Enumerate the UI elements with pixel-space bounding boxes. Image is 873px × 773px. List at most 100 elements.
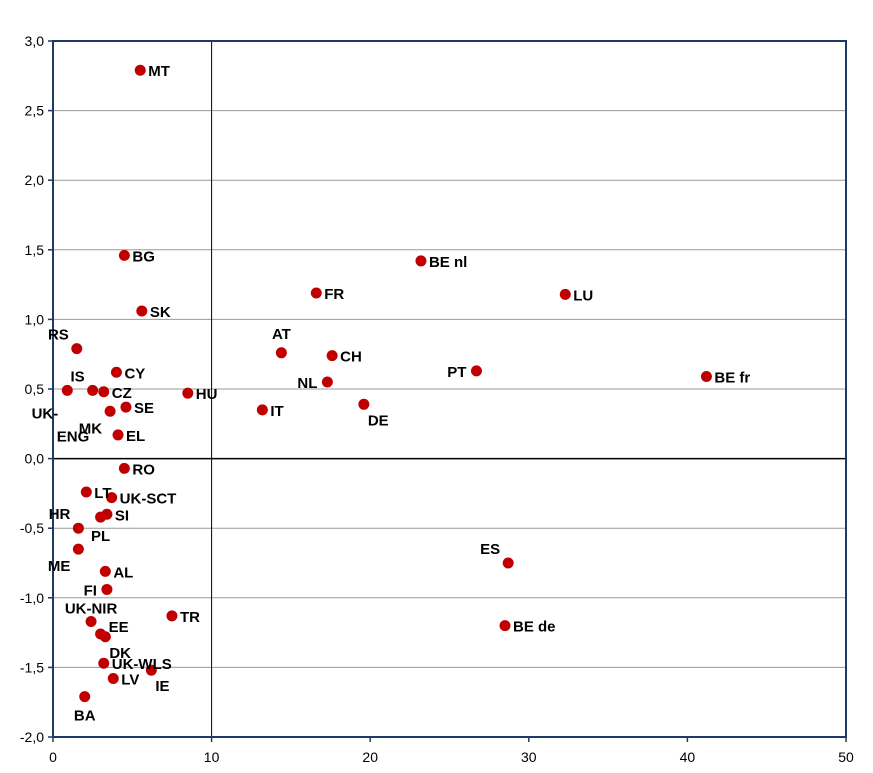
data-point (112, 429, 124, 441)
x-axis-ticks: 0 10 20 30 40 50 (49, 737, 854, 765)
point-label: SE (134, 400, 154, 417)
y-axis-ticks: -2,0 -1,5 -1,0 -0,5 0,0 0,5 1,0 1,5 2,0 2,5 3,0 (20, 33, 53, 745)
y-tick-label: -1,0 (20, 590, 44, 606)
point-label: BE fr (714, 369, 750, 386)
point-label: UK-WLS (112, 656, 172, 673)
data-point (358, 398, 370, 410)
y-tick-label: 3,0 (25, 33, 45, 49)
y-tick-label: 0,5 (25, 381, 45, 397)
data-point (502, 557, 514, 569)
data-point (61, 384, 73, 396)
x-tick-label: 10 (204, 749, 220, 765)
data-point (182, 387, 194, 399)
point-label: DK (109, 645, 131, 662)
data-point (106, 492, 118, 504)
point-label: LT (94, 485, 111, 502)
point-label: BE nl (429, 254, 467, 271)
x-tick-label: 30 (521, 749, 537, 765)
point-label: IS (70, 368, 84, 385)
data-point (145, 664, 157, 676)
data-point (415, 255, 427, 267)
data-point (72, 522, 84, 534)
data-point (79, 691, 91, 703)
point-label: BA (74, 708, 96, 725)
data-point (101, 583, 113, 595)
data-point (134, 64, 146, 76)
data-point (118, 462, 130, 474)
point-label: PL (91, 528, 110, 545)
data-point (85, 615, 97, 627)
point-label: TR (180, 609, 200, 626)
point-label: ME (48, 558, 71, 575)
x-tick-label: 0 (49, 749, 57, 765)
point-label: SI (115, 507, 129, 524)
point-label: CY (124, 365, 145, 382)
point-label: AT (272, 326, 291, 343)
data-point (256, 404, 268, 416)
point-label: UK-ENG (32, 405, 90, 445)
point-label: LV (121, 672, 139, 689)
x-tick-label: 40 (680, 749, 696, 765)
point-label: RO (132, 461, 155, 478)
grid-lines (53, 40, 846, 738)
point-label: EL (126, 428, 145, 445)
data-point (310, 287, 322, 299)
y-tick-label: 2,0 (25, 172, 45, 188)
point-label: LU (573, 287, 593, 304)
data-point (470, 365, 482, 377)
data-point (499, 620, 511, 632)
reference-lines (53, 41, 846, 737)
data-point (107, 673, 119, 685)
data-point (559, 288, 571, 300)
data-points (61, 64, 712, 703)
point-label: AL (113, 564, 133, 581)
data-point (95, 511, 107, 523)
point-label: NL (297, 375, 317, 392)
data-point (136, 305, 148, 317)
point-label: DE (368, 412, 389, 429)
data-point (321, 376, 333, 388)
point-label: BE de (513, 619, 556, 636)
data-point (71, 343, 83, 355)
point-label: IE (155, 678, 169, 695)
point-label: EE (109, 619, 129, 636)
y-tick-label: 2,5 (25, 103, 45, 119)
x-tick-label: 50 (838, 749, 854, 765)
point-label: CH (340, 349, 362, 366)
data-point (110, 366, 122, 378)
y-tick-label: 1,0 (25, 311, 45, 327)
data-point (275, 347, 287, 359)
point-label: ES (480, 541, 500, 558)
data-point (326, 350, 338, 362)
point-label: RS (48, 327, 69, 344)
point-label: BG (132, 248, 155, 265)
y-tick-label: -0,5 (20, 520, 44, 536)
data-point (120, 401, 132, 413)
point-label: HU (196, 386, 218, 403)
point-label: HR (49, 506, 71, 523)
y-tick-label: 0,0 (25, 451, 45, 467)
y-tick-label: -1,5 (20, 659, 44, 675)
data-point (87, 384, 99, 396)
point-label: CZ (112, 385, 132, 402)
x-tick-label: 20 (362, 749, 378, 765)
point-label: MT (148, 63, 170, 80)
point-label: PT (447, 364, 466, 381)
data-point (98, 386, 110, 398)
y-tick-label: -2,0 (20, 729, 44, 745)
data-point (99, 565, 111, 577)
point-label: SK (150, 304, 171, 321)
point-label: IT (270, 403, 283, 420)
point-label: UK-NIR (65, 600, 118, 617)
data-point (98, 657, 110, 669)
data-point (72, 543, 84, 555)
data-point (118, 249, 130, 261)
point-label: FR (324, 286, 344, 303)
data-point (99, 631, 111, 643)
y-tick-label: 1,5 (25, 242, 45, 258)
data-point (104, 405, 116, 417)
point-label: FI (84, 582, 97, 599)
point-label: UK-SCT (120, 491, 177, 508)
